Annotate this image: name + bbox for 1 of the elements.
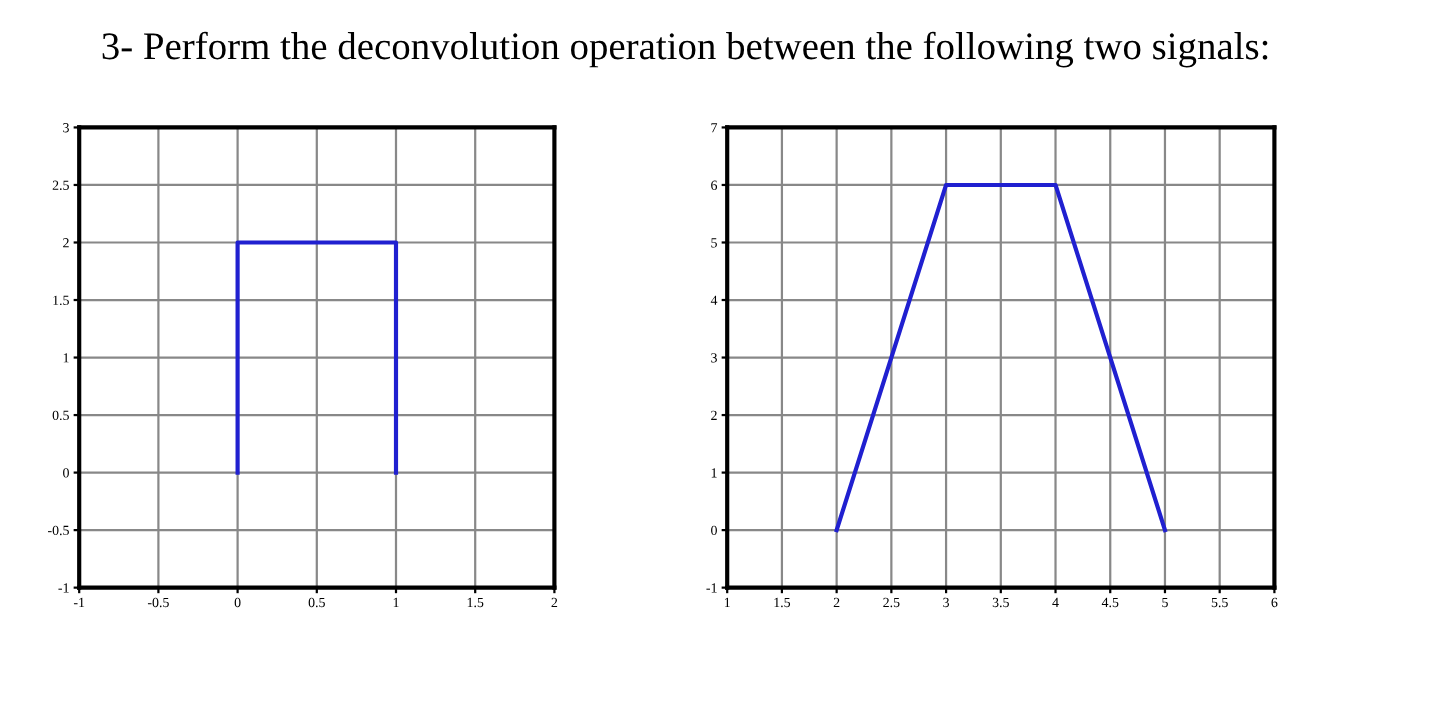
- text: 3- Perform the deconvolution operation between the following two signals:: [102, 31, 1268, 68]
